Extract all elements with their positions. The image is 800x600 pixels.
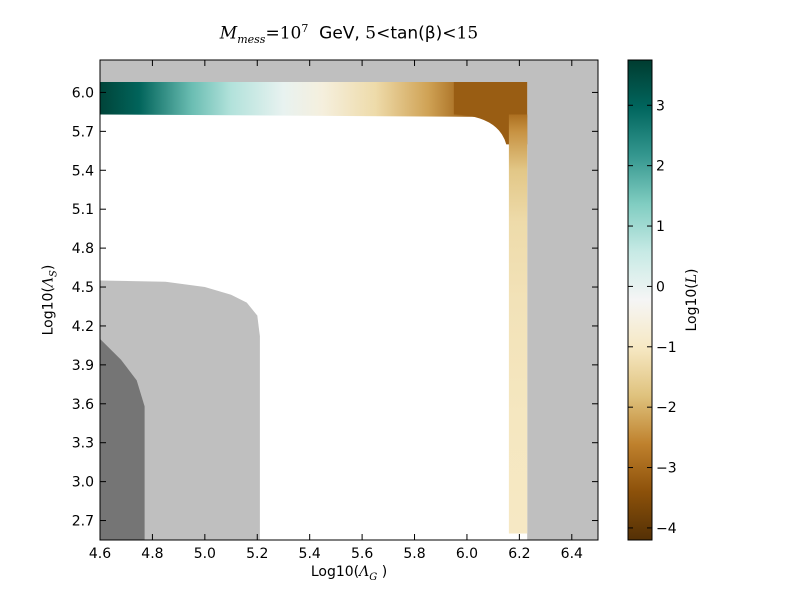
x-tick-label: 4.8: [141, 546, 163, 562]
title-exponent: 7: [301, 22, 309, 35]
y-axis-label-prefix: Log10(: [40, 287, 57, 336]
x-tick-label: 4.6: [89, 546, 111, 562]
title-subscript: mess: [237, 33, 266, 47]
title-lt2: <: [442, 23, 457, 44]
top-allowed-strip: [100, 82, 528, 118]
y-tick-label: 3.9: [72, 358, 94, 374]
colorbar-tick-label: −1: [656, 340, 677, 356]
colorbar-tick-label: −4: [656, 521, 677, 537]
chart-title: Mmess=107 GeV, 5<tan(β)<15: [100, 22, 598, 46]
x-tick-label: 6.2: [508, 546, 530, 562]
x-axis-label-prefix: Log10(: [310, 564, 360, 580]
title-mid: tan(β): [390, 23, 443, 44]
colorbar-tick-label: −2: [656, 400, 677, 416]
y-tick-label: 3.0: [72, 475, 94, 491]
excluded-region-2: [100, 338, 145, 540]
y-axis-label-suffix: ): [40, 264, 57, 271]
title-range-high: 15: [456, 23, 479, 44]
title-range-low: 5: [365, 23, 377, 44]
colorbar: 3 2 1 0 −1 −2 −3 −4: [627, 59, 677, 541]
x-axis-ticks: 4.6 4.8 5.0 5.2 5.4 5.6 5.8 6.0 6.2 6.4: [89, 60, 583, 562]
colorbar-bar: [627, 59, 653, 541]
y-axis-label-symbol: Λ: [40, 276, 57, 288]
y-axis-label: Log10(ΛS): [41, 265, 60, 336]
excluded-region-0: [100, 60, 598, 540]
x-axis-label-symbol: Λ: [359, 564, 370, 580]
y-tick-label: 4.8: [72, 241, 94, 257]
y-tick-label: 2.7: [72, 514, 94, 530]
x-tick-label: 5.6: [351, 546, 373, 562]
colorbar-tick-label: 3: [656, 98, 665, 114]
x-tick-label: 6.0: [456, 546, 478, 562]
allowed-band: [100, 82, 528, 534]
y-axis-label-sub: S: [48, 270, 60, 277]
title-equals: =10: [265, 23, 302, 44]
x-tick-label: 6.4: [561, 546, 583, 562]
colorbar-tick-label: −3: [656, 461, 677, 477]
colorbar-label-suffix: ): [684, 268, 700, 274]
plot-frame: [99, 59, 599, 541]
excluded-regions: [100, 60, 598, 540]
y-tick-label: 4.5: [72, 280, 94, 296]
y-tick-label: 5.7: [72, 124, 94, 140]
colorbar-label-prefix: Log10(: [684, 283, 700, 332]
right-allowed-strip: [508, 114, 528, 534]
y-tick-label: 3.3: [72, 436, 94, 452]
x-tick-label: 5.4: [299, 546, 321, 562]
x-tick-label: 5.2: [246, 546, 268, 562]
y-tick-label: 5.4: [72, 163, 94, 179]
y-tick-label: 6.0: [72, 85, 94, 101]
y-tick-label: 3.6: [72, 397, 94, 413]
title-unit: GeV,: [319, 23, 360, 44]
title-lt1: <: [376, 23, 391, 44]
x-axis-label-suffix: ): [377, 564, 388, 580]
colorbar-tick-label: 1: [656, 219, 665, 235]
colorbar-tick-label: 0: [656, 279, 665, 295]
colorbar-tick-label: 2: [656, 159, 665, 175]
x-axis-label-sub: G: [369, 571, 378, 583]
x-axis-label: Log10(ΛG ): [100, 564, 598, 583]
x-tick-label: 5.0: [194, 546, 216, 562]
y-tick-label: 4.2: [72, 319, 94, 335]
plot-area: [100, 60, 598, 540]
y-axis-ticks: 2.7 3.0 3.3 3.6 3.9 4.2 4.5 4.8 5.1 5.4 5.7 6.0: [72, 85, 598, 530]
colorbar-label-symbol: L: [684, 273, 700, 284]
x-tick-label: 5.8: [403, 546, 425, 562]
title-symbol: M: [219, 23, 238, 44]
y-tick-label: 5.1: [72, 202, 94, 218]
colorbar-label: Log10(L): [684, 268, 700, 331]
